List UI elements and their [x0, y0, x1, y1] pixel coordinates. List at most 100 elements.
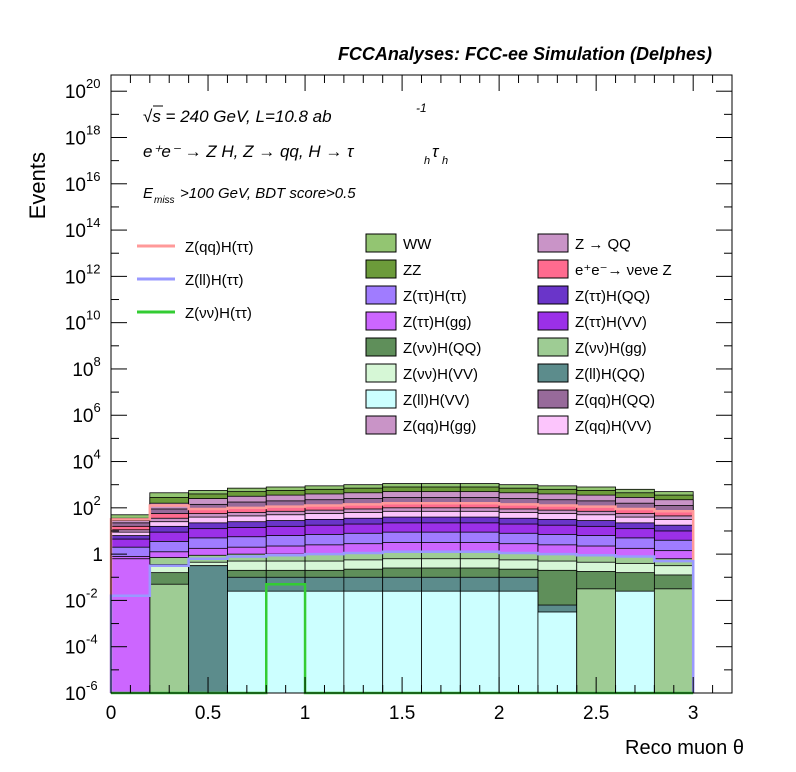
- stack-bar-15-11: [537, 611, 578, 694]
- legend-bg-label-12: Z(ll)H(VV): [403, 392, 470, 409]
- y-tick-exponent-9: 2: [94, 493, 101, 508]
- cut-label-E: E: [143, 185, 154, 202]
- y-tick-label-7: 10: [72, 406, 93, 427]
- stack-bar-15-5: [304, 590, 345, 694]
- y-tick-exponent-12: -4: [86, 632, 98, 647]
- legend-bg-label-9: Z(νν)H(gg): [575, 340, 647, 357]
- legend-bg-label-14: Z(qq)H(gg): [403, 418, 476, 435]
- legend-signal-label-0: Z(qq)H(ττ): [185, 239, 254, 256]
- fill-bar-1-2: [188, 565, 228, 694]
- legend-bg-swatch-6: [365, 311, 397, 331]
- stack-bar-15-9: [459, 590, 500, 694]
- legend-bg-swatch-2: [365, 259, 397, 279]
- legend-bg-swatch-8: [365, 337, 397, 357]
- y-tick-exponent-6: 8: [94, 354, 101, 369]
- legend-bg-label-11: Z(ll)H(QQ): [575, 366, 645, 383]
- stack-bar-15-3: [227, 590, 267, 694]
- legend-bg-label-0: WW: [403, 236, 432, 253]
- legend-bg-swatch-0: [365, 233, 397, 253]
- y-tick-label-3: 10: [65, 221, 86, 242]
- legend-bg-swatch-7: [537, 311, 569, 331]
- stack-bar-15-6: [343, 590, 384, 694]
- stack-bar-15-7: [382, 590, 422, 694]
- y-tick-label-2: 10: [65, 175, 86, 196]
- lumi-exponent: -1: [416, 101, 427, 115]
- y-tick-label-13: 10: [65, 684, 86, 705]
- y-tick-exponent-13: -6: [86, 678, 98, 693]
- y-tick-exponent-3: 14: [86, 215, 100, 230]
- cut-label-subscript: miss: [154, 195, 175, 206]
- x-tick-label-3: 1.5: [389, 703, 415, 724]
- y-tick-label-9: 10: [72, 499, 93, 520]
- x-tick-label-5: 2.5: [583, 703, 609, 724]
- y-tick-label-6: 10: [72, 360, 93, 381]
- x-tick-label-1: 0.5: [195, 703, 221, 724]
- legend-bg-label-7: Z(ττ)H(VV): [575, 314, 647, 331]
- legend-bg-swatch-15: [537, 415, 569, 435]
- plot-title: FCCAnalyses: FCC-ee Simulation (Delphes): [338, 44, 712, 64]
- y-tick-exponent-7: 6: [94, 400, 101, 415]
- fill-bar-0-12: [576, 588, 616, 694]
- y-tick-exponent-4: 12: [86, 261, 100, 276]
- legend-bg-swatch-5: [537, 285, 569, 305]
- y-tick-exponent-11: -2: [86, 585, 98, 600]
- legend-signal-label-1: Z(ll)H(ττ): [185, 272, 244, 289]
- energy-lumi-label: √s = 240 GeV, L=10.8 ab: [143, 107, 332, 126]
- legend-bg-label-15: Z(qq)H(VV): [575, 418, 652, 435]
- y-tick-exponent-8: 4: [94, 447, 101, 462]
- process-sub-2: h: [442, 155, 448, 167]
- legend-bg-label-6: Z(ττ)H(gg): [403, 314, 472, 331]
- signal-line-1: [109, 550, 695, 693]
- y-tick-exponent-0: 20: [86, 76, 100, 91]
- fill-bar-0-1: [149, 583, 190, 694]
- y-tick-label-5: 10: [65, 314, 86, 335]
- legend-bg-swatch-13: [537, 389, 569, 409]
- y-tick-label-0: 10: [65, 82, 86, 103]
- x-tick-label-6: 3: [688, 703, 699, 724]
- x-tick-label-4: 2: [494, 703, 505, 724]
- legend-bg-label-1: Z → QQ: [575, 236, 631, 253]
- process-sub-1: h: [424, 155, 430, 167]
- legend-bg-label-10: Z(νν)H(VV): [403, 366, 478, 383]
- legend-bg-swatch-12: [365, 389, 397, 409]
- legend-bg-label-5: Z(ττ)H(QQ): [575, 288, 650, 305]
- y-tick-label-10: 1: [92, 545, 103, 566]
- legend-signals: Z(qq)H(ττ) Z(ll)H(ττ) Z(νν)H(ττ): [137, 239, 254, 322]
- y-tick-exponent-1: 18: [86, 122, 100, 137]
- y-tick-exponent-5: 10: [86, 308, 100, 323]
- x-axis-ticks: 0 0.5 1 1.5 2 2.5 3: [106, 75, 714, 724]
- signal-line-0: [109, 501, 695, 693]
- y-tick-exponent-2: 16: [86, 169, 100, 184]
- legend-signal-label-2: Z(νν)H(ττ): [185, 305, 252, 322]
- y-tick-label-1: 10: [65, 128, 86, 149]
- x-tick-label-0: 0: [106, 703, 117, 724]
- legend-bg-swatch-4: [365, 285, 397, 305]
- legend-bg-swatch-14: [365, 415, 397, 435]
- legend-bg-label-4: Z(ττ)H(ττ): [403, 288, 467, 305]
- legend-bg-swatch-1: [537, 233, 569, 253]
- legend-bg-label-8: Z(νν)H(QQ): [403, 340, 481, 357]
- process-tau-2: τ: [432, 142, 440, 161]
- legend-bg-label-13: Z(qq)H(QQ): [575, 392, 655, 409]
- stack-bar-15-10: [498, 590, 539, 694]
- legend-bg-swatch-3: [537, 259, 569, 279]
- y-tick-label-11: 10: [65, 591, 86, 612]
- legend-bg-label-2: ZZ: [403, 262, 421, 279]
- stack-bar-15-13: [615, 590, 655, 694]
- stack-bar-15-4: [265, 590, 306, 694]
- stack-bar-15-8: [421, 590, 461, 694]
- legend-bg-swatch-10: [365, 363, 397, 383]
- x-tick-label-2: 1: [300, 703, 311, 724]
- fill-bar-2-0: [110, 558, 151, 694]
- y-tick-label-8: 10: [72, 453, 93, 474]
- stacked-bands: [110, 483, 694, 694]
- legend-bg-label-3: e⁺e⁻→ νeνe Z: [575, 262, 672, 279]
- legend-bg-swatch-9: [537, 337, 569, 357]
- process-label: e⁺e⁻ → Z H, Z → qq, H → τ: [143, 142, 355, 161]
- cut-label-rest: >100 GeV, BDT score>0.5: [180, 185, 356, 202]
- y-tick-label-4: 10: [65, 267, 86, 288]
- fill-bar-0-14: [653, 588, 694, 694]
- legend-backgrounds: WW Z → QQ ZZ e⁺e⁻→ νeνe Z Z(ττ)H(ττ) Z(ττ)H(Q…: [365, 233, 672, 435]
